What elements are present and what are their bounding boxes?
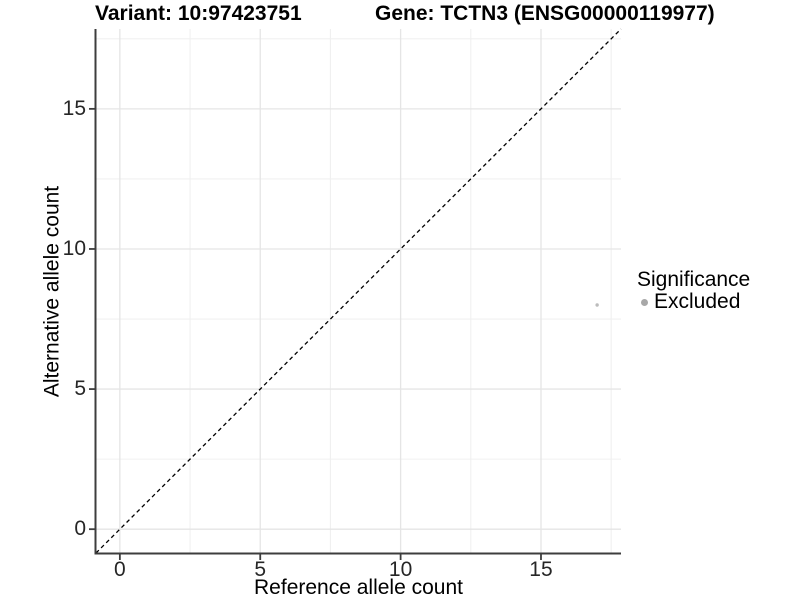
legend-key-dot: [641, 298, 648, 306]
legend-title: Significance: [637, 268, 751, 291]
x-tick-label: 10: [388, 558, 413, 581]
y-tick-label: 10: [62, 236, 86, 260]
identity-dashed-line: [95, 28, 622, 554]
y-tick-label: 5: [74, 377, 86, 401]
data-point: [595, 303, 599, 307]
x-tick-label: 15: [529, 558, 553, 581]
y-tick-label: 15: [62, 96, 86, 120]
y-tick-label: 0: [74, 517, 86, 541]
x-tick-label: 0: [114, 558, 126, 581]
x-tick-label: 5: [254, 558, 267, 581]
legend: Significance Excluded: [637, 268, 750, 314]
plot-title-gene: Gene: TCTN3 (ENSG00000119977): [375, 2, 715, 25]
legend-item-excluded: Excluded: [637, 290, 750, 314]
plot-title-variant: Variant: 10:97423751: [95, 2, 302, 25]
x-axis-title: Reference allele count: [254, 576, 463, 599]
legend-item-label: Excluded: [654, 290, 741, 313]
